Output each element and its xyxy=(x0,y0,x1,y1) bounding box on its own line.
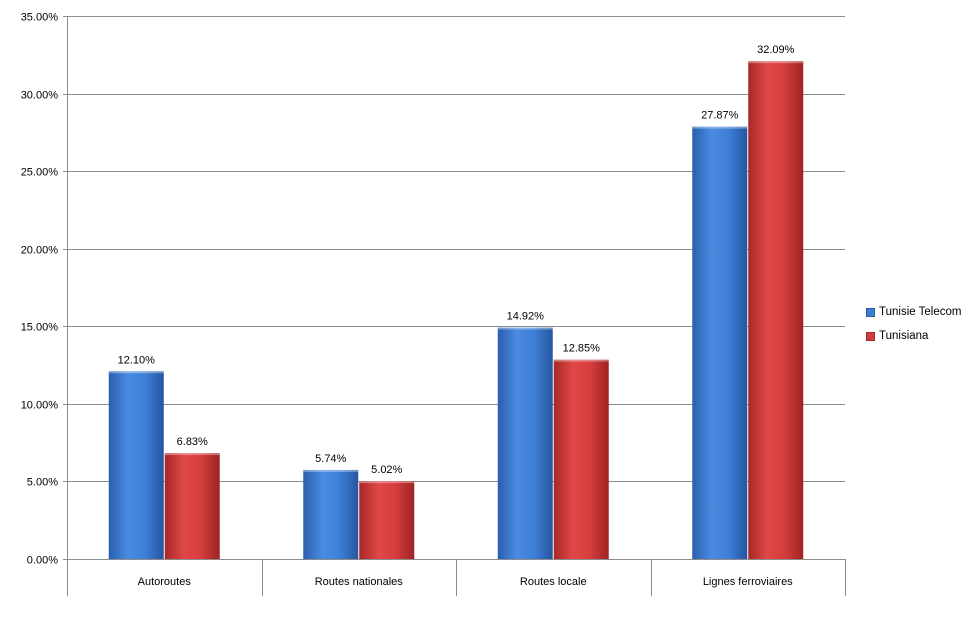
bar-highlight xyxy=(748,61,804,64)
y-tick-label: 10.00% xyxy=(21,400,59,412)
y-tick-label: 5.00% xyxy=(27,477,58,489)
data-label: 5.02% xyxy=(371,464,402,476)
bar xyxy=(359,481,415,559)
bar-highlight xyxy=(497,327,553,330)
bar xyxy=(748,61,804,559)
y-tick-label: 15.00% xyxy=(21,322,59,334)
data-labels: 12.10% 5.74% 14.92% 27.87% 6.83% 5.02% 12.85% 3… xyxy=(118,44,795,476)
legend: Tunisie Telecom Tunisiana xyxy=(866,300,961,348)
bar xyxy=(553,359,609,559)
bar xyxy=(108,371,164,559)
data-label: 14.92% xyxy=(507,311,545,323)
bar xyxy=(497,327,553,559)
y-tick-label: 35.00% xyxy=(21,12,59,24)
bar-highlight xyxy=(359,481,415,484)
data-label: 32.09% xyxy=(757,44,795,56)
data-label: 12.10% xyxy=(118,354,156,366)
bar xyxy=(164,453,220,559)
bar xyxy=(692,126,748,560)
bar-highlight xyxy=(692,126,748,129)
x-tick-label: Routes nationales xyxy=(315,576,404,588)
data-label: 6.83% xyxy=(177,436,208,448)
y-tick-label: 0.00% xyxy=(27,555,58,567)
data-label: 12.85% xyxy=(563,343,601,355)
bars xyxy=(108,61,804,560)
y-tick-label: 30.00% xyxy=(21,90,59,102)
axes: 0.00% 5.00% 10.00% 15.00% 20.00% 25.00% 30.00%… xyxy=(21,12,846,596)
y-tick-label: 25.00% xyxy=(21,167,59,179)
legend-item-series-1: Tunisie Telecom xyxy=(866,300,961,324)
legend-label-series-1: Tunisie Telecom xyxy=(879,306,962,318)
bar-highlight xyxy=(164,453,220,456)
data-label: 27.87% xyxy=(701,110,739,122)
bar-highlight xyxy=(303,469,359,472)
y-tick-label: 20.00% xyxy=(21,245,59,257)
bar-highlight xyxy=(108,371,164,374)
legend-label-series-2: Tunisiana xyxy=(879,330,929,342)
legend-swatch-series-2 xyxy=(866,331,875,341)
bar xyxy=(303,469,359,559)
data-label: 5.74% xyxy=(315,453,346,465)
bar-highlight xyxy=(553,359,609,362)
legend-swatch-series-1 xyxy=(866,307,875,317)
x-tick-label: Routes locale xyxy=(520,576,587,588)
x-tick-label: Lignes ferroviaires xyxy=(703,576,793,588)
x-tick-label: Autoroutes xyxy=(138,576,192,588)
legend-item-series-2: Tunisiana xyxy=(866,324,961,348)
